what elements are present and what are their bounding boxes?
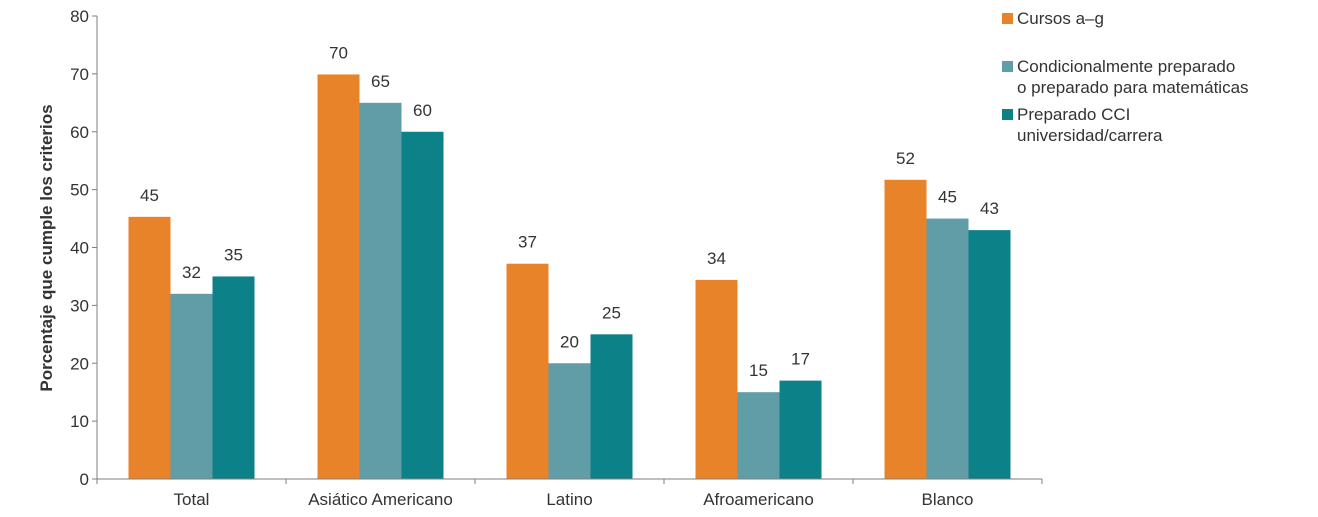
y-tick-label: 40 [70, 239, 89, 258]
y-tick-label: 60 [70, 123, 89, 142]
legend-label: Preparado CCI universidad/carrera [1017, 105, 1163, 145]
data-label: 45 [140, 186, 159, 205]
legend-swatch [1002, 13, 1013, 24]
data-label: 25 [602, 303, 621, 322]
legend-item: Preparado CCI universidad/carrera [1002, 104, 1318, 146]
y-axis: 0 10 20 30 40 50 60 70 80 [70, 7, 98, 489]
x-tick-label: Blanco [922, 490, 974, 509]
x-tick-label: Total [174, 490, 210, 509]
bar [128, 216, 171, 480]
bar [359, 102, 402, 479]
data-labels: 45 32 35 70 65 60 37 20 25 34 15 17 52 45 43 [140, 43, 999, 380]
y-axis-label: Porcentaje que cumple los criterios [37, 104, 56, 391]
data-label: 32 [182, 263, 201, 282]
data-label: 65 [371, 72, 390, 91]
legend-swatch [1002, 61, 1013, 72]
y-tick-label: 0 [80, 470, 89, 489]
bar [590, 334, 633, 479]
bars [128, 74, 1011, 480]
data-label: 60 [413, 101, 432, 120]
bar [212, 276, 255, 479]
bar [401, 131, 444, 479]
bar [548, 363, 591, 479]
bar [170, 293, 213, 479]
data-label: 15 [749, 361, 768, 380]
bar [779, 380, 822, 479]
legend-label: Condicionalmente preparado o preparado p… [1017, 57, 1249, 97]
data-label: 17 [791, 350, 810, 369]
bar [506, 263, 549, 479]
data-label: 52 [896, 149, 915, 168]
legend-swatch [1002, 109, 1013, 120]
y-tick-label: 20 [70, 354, 89, 373]
legend-item: Cursos a–g [1002, 8, 1318, 29]
bar [695, 279, 738, 479]
bar [926, 218, 969, 479]
x-tick-label: Latino [546, 490, 592, 509]
data-label: 43 [980, 199, 999, 218]
data-label: 37 [518, 233, 537, 252]
x-axis: Total Asiático Americano Latino Afroamerica… [96, 478, 1043, 509]
bar [317, 74, 360, 480]
y-tick-label: 50 [70, 181, 89, 200]
data-label: 70 [329, 43, 348, 62]
bar [884, 179, 927, 479]
data-label: 35 [224, 245, 243, 264]
legend-item: Condicionalmente preparado o preparado p… [1002, 56, 1318, 98]
y-tick-label: 80 [70, 7, 89, 26]
data-label: 20 [560, 332, 579, 351]
data-label: 34 [707, 249, 726, 268]
data-label: 45 [938, 188, 957, 207]
y-tick-label: 10 [70, 412, 89, 431]
legend: Cursos a–g Condicionalmente preparado o p… [1002, 8, 1318, 146]
bar [968, 230, 1011, 479]
legend-label: Cursos a–g [1017, 9, 1104, 28]
x-tick-label: Afroamericano [703, 490, 814, 509]
y-tick-label: 30 [70, 296, 89, 315]
x-tick-label: Asiático Americano [308, 490, 453, 509]
bar [737, 392, 780, 479]
y-tick-label: 70 [70, 65, 89, 84]
